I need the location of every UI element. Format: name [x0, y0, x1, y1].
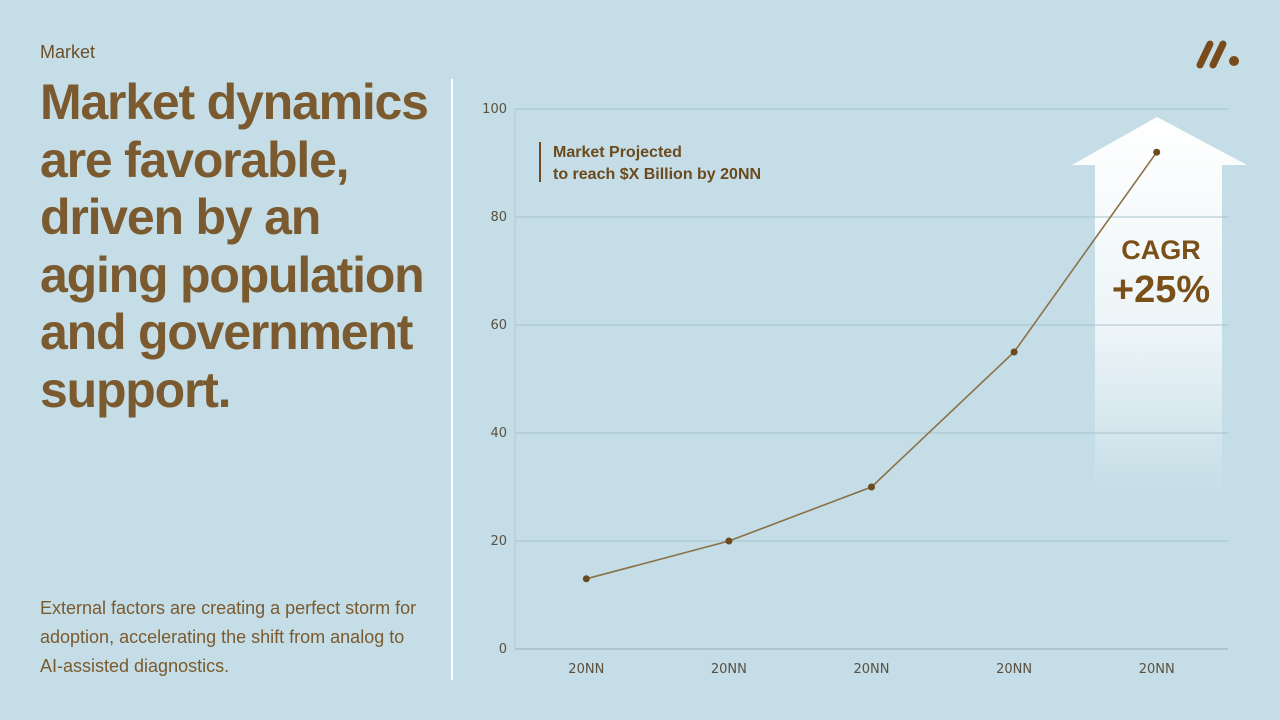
x-axis: 20NN 20NN 20NN 20NN 20NN — [568, 662, 1174, 677]
y-tick-label: 60 — [490, 318, 507, 333]
data-point — [725, 537, 733, 545]
data-point — [1010, 348, 1018, 356]
gridlines — [515, 108, 1228, 542]
data-point — [582, 575, 590, 583]
data-point — [868, 483, 875, 491]
y-tick-label: 80 — [490, 210, 507, 225]
cagr-value: +25% — [1112, 269, 1210, 311]
subtext: External factors are creating a perfect … — [40, 598, 417, 676]
y-tick-label: 0 — [499, 642, 507, 657]
eyebrow-label: Market — [40, 42, 96, 62]
y-tick-label: 20 — [490, 534, 507, 549]
x-tick-label: 20NN — [568, 662, 604, 677]
x-tick-label: 20NN — [711, 662, 747, 677]
x-tick-label: 20NN — [1139, 662, 1175, 677]
data-point — [1153, 148, 1161, 156]
annotation-line-1: Market Projected — [553, 144, 682, 161]
x-tick-label: 20NN — [854, 662, 890, 677]
divider — [451, 79, 453, 680]
brand-logo-icon — [1196, 40, 1239, 69]
series-line — [586, 151, 1158, 580]
growth-arrow — [1072, 117, 1247, 500]
x-tick-label: 20NN — [996, 662, 1032, 677]
y-tick-label: 40 — [490, 426, 507, 441]
y-tick-label: 100 — [482, 102, 507, 117]
line-chart: 0 20 40 60 80 100 20NN 20NN 20NN 20NN 20NN Market… — [482, 102, 1247, 677]
data-points — [582, 148, 1161, 583]
y-axis: 0 20 40 60 80 100 — [482, 102, 507, 657]
chart-annotation: Market Projected to reach $X Billion by … — [539, 142, 761, 183]
cagr-label: CAGR — [1121, 235, 1201, 265]
headline: Market dynamics are favorable, driven by… — [40, 74, 429, 418]
annotation-line-2: to reach $X Billion by 20NN — [553, 166, 761, 183]
